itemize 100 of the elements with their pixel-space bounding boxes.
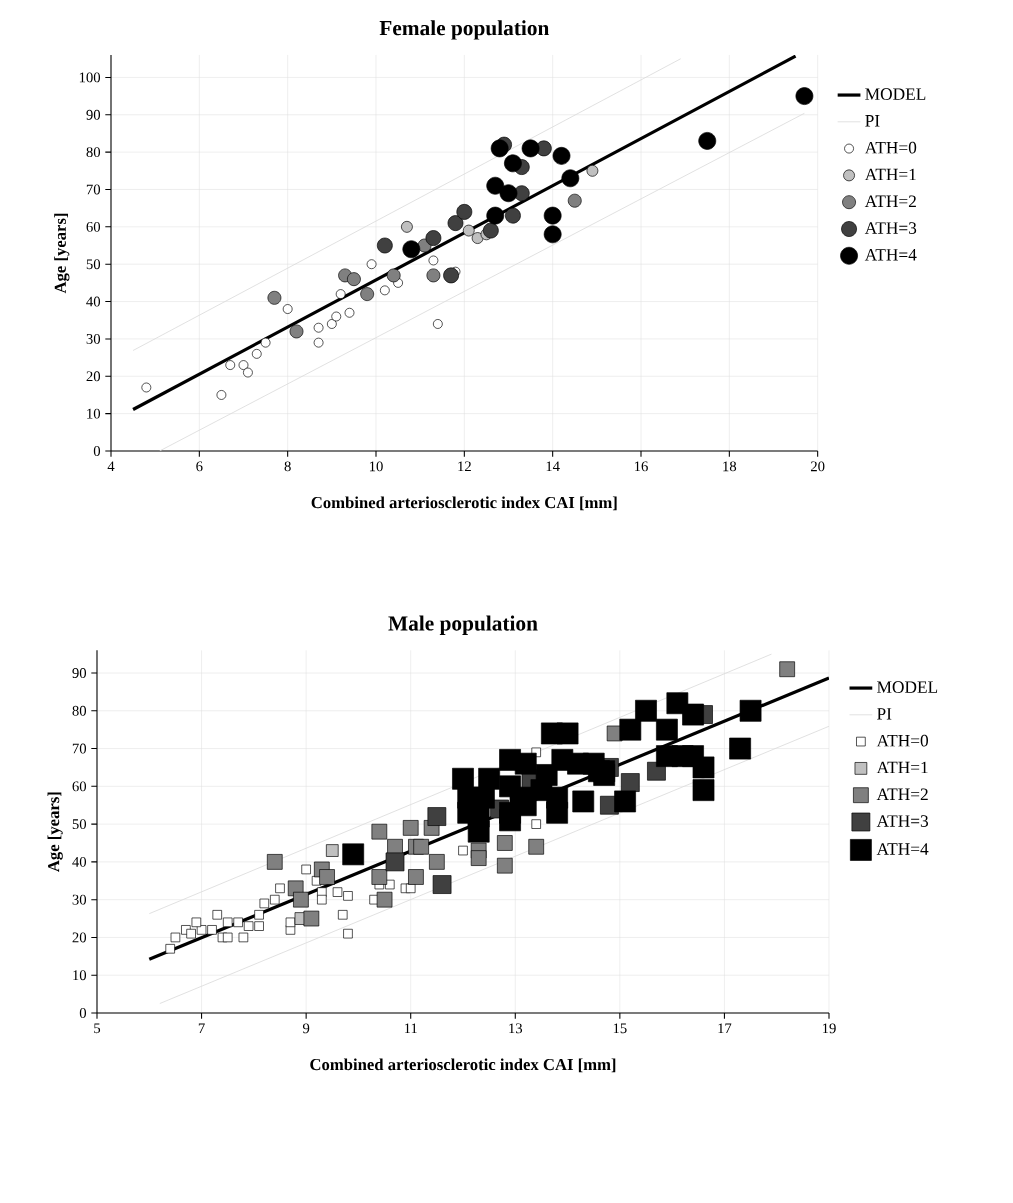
point [371, 823, 388, 840]
point [326, 844, 339, 857]
legend-label: ATH=3 [876, 815, 929, 827]
point [698, 132, 717, 150]
point [196, 925, 207, 935]
x-axis-title: Combined arteriosclerotic index CAI [mm] [311, 496, 617, 511]
point [254, 910, 264, 920]
point [285, 917, 296, 928]
x-tick-label: 16 [634, 461, 648, 472]
y-tick-label: 50 [72, 819, 87, 830]
x-tick-label: 20 [810, 461, 825, 472]
chart-title: Male population [388, 615, 538, 635]
point [456, 204, 473, 220]
point [470, 850, 487, 866]
x-tick-label: 10 [369, 461, 383, 472]
point [499, 809, 521, 832]
x-tick-label: 9 [302, 1023, 310, 1034]
y-axis-title: Age [years] [47, 792, 63, 872]
point [497, 857, 513, 874]
point [497, 835, 513, 851]
y-tick-label: 60 [72, 781, 87, 792]
point [376, 891, 393, 908]
point [343, 891, 353, 901]
x-tick-label: 12 [458, 461, 471, 472]
point [342, 843, 365, 866]
legend-label: ATH=4 [864, 249, 917, 261]
point [692, 779, 715, 801]
point [443, 267, 459, 284]
point [656, 718, 678, 741]
point [233, 917, 243, 928]
y-tick-label: 0 [79, 1008, 87, 1018]
point [275, 883, 285, 894]
y-tick-label: 50 [86, 259, 101, 270]
chart-title: Female population [379, 20, 550, 40]
point [514, 752, 537, 775]
point [572, 790, 595, 813]
point [552, 146, 571, 165]
point [458, 845, 468, 856]
y-tick-label: 80 [72, 705, 87, 716]
point [593, 764, 616, 786]
point [543, 206, 562, 225]
point [535, 764, 558, 786]
point [366, 259, 377, 270]
point [729, 737, 751, 760]
point [402, 820, 419, 836]
x-tick-label: 11 [404, 1023, 417, 1034]
point [170, 932, 181, 943]
point [447, 215, 464, 231]
point [504, 154, 522, 173]
x-tick-label: 17 [718, 1023, 732, 1034]
point [259, 898, 270, 909]
point [739, 699, 762, 722]
point [521, 139, 540, 158]
y-tick-label: 10 [73, 970, 87, 981]
x-axis-title: Combined arteriosclerotic index CAI [mm] [310, 1058, 616, 1073]
point [528, 838, 544, 855]
point [317, 894, 327, 905]
y-tick-label: 90 [86, 109, 101, 120]
point [360, 287, 375, 301]
y-axis-title: Age [years] [54, 213, 70, 294]
point [207, 925, 217, 935]
point [402, 240, 421, 259]
point [556, 722, 579, 745]
point [561, 169, 580, 188]
point [266, 854, 283, 870]
point [490, 139, 509, 158]
legend-label: MODEL [877, 681, 938, 693]
point [482, 222, 499, 239]
y-tick-label: 70 [86, 184, 101, 195]
point [779, 661, 795, 678]
legend-label: PI [865, 115, 880, 127]
y-tick-label: 70 [72, 743, 87, 754]
point [426, 268, 441, 283]
x-tick-label: 14 [546, 461, 560, 472]
y-tick-label: 40 [86, 296, 101, 307]
point [408, 869, 424, 885]
legend-label: PI [877, 708, 892, 720]
legend-label: ATH=0 [876, 734, 929, 747]
legend-label: ATH=1 [876, 761, 928, 774]
point [425, 230, 442, 246]
point [293, 891, 309, 908]
point [405, 883, 416, 894]
legend-label: ATH=1 [864, 168, 916, 181]
y-tick-label: 30 [86, 333, 101, 344]
point [471, 232, 484, 244]
point [462, 224, 475, 237]
x-tick-label: 18 [723, 461, 737, 472]
point [303, 910, 320, 927]
point [347, 272, 361, 287]
point [260, 337, 271, 348]
point [343, 928, 353, 939]
point [531, 819, 541, 829]
legend-label: MODEL [865, 88, 926, 100]
point [586, 164, 599, 177]
point [692, 756, 715, 779]
point [319, 869, 335, 885]
legend-label: ATH=4 [876, 843, 929, 855]
y-tick-label: 60 [86, 221, 101, 232]
point [338, 910, 348, 920]
point [222, 917, 233, 928]
